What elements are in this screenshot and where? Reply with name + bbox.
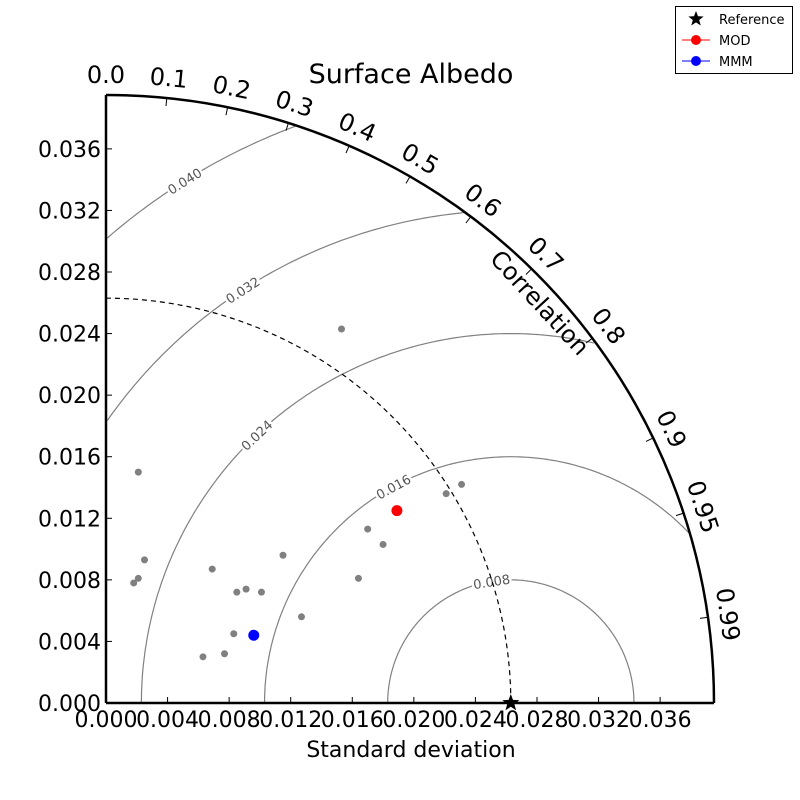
mmm-point-0 (248, 629, 260, 641)
axes: 0.0000.0000.0040.0040.0080.0080.0120.012… (38, 93, 716, 733)
x-tick-label-7: 0.028 (505, 708, 568, 733)
legend-marker-1 (691, 35, 701, 45)
reference-std-arc (105, 297, 512, 704)
corr-tick-mark-9 (645, 437, 654, 442)
y-tick-label-2: 0.008 (38, 569, 101, 594)
x-tick-label-3: 0.012 (259, 708, 322, 733)
corr-tick-mark-7 (525, 268, 532, 275)
corr-tick-mark-3 (285, 122, 289, 131)
x-tick-label-4: 0.016 (321, 708, 384, 733)
outer-arc (105, 93, 716, 704)
models-point-2 (134, 574, 142, 582)
legend-label-1: MOD (719, 34, 750, 49)
corr-tick-mark-2 (225, 107, 229, 116)
rms-contour-0 (387, 579, 635, 703)
models-point-5 (233, 588, 241, 596)
y-tick-label-0: 0.000 (38, 692, 101, 717)
corr-tick-mark-6 (465, 216, 472, 224)
models-point-9 (297, 613, 305, 621)
rms-contour-label-bg-0 (470, 569, 513, 593)
y-tick-label-9: 0.036 (38, 138, 101, 163)
data-points (130, 325, 520, 711)
y-tick-label-7: 0.028 (38, 261, 101, 286)
y-tick-label-4: 0.016 (38, 446, 101, 471)
corr-tick-mark-1 (165, 97, 168, 107)
x-tick-label-6: 0.024 (444, 708, 507, 733)
y-tick-label-5: 0.020 (38, 384, 101, 409)
corr-tick-label-5: 0.5 (396, 137, 443, 180)
corr-tick-label-2: 0.2 (210, 70, 253, 105)
x-tick-label-2: 0.008 (198, 708, 261, 733)
models-point-12 (221, 650, 229, 658)
x-tick-label-8: 0.032 (567, 708, 630, 733)
legend-marker-reference (688, 11, 704, 26)
models-point-3 (130, 579, 138, 587)
models-point-18 (458, 480, 466, 488)
x-tick-label-1: 0.004 (136, 708, 199, 733)
models-point-11 (199, 653, 207, 661)
corr-tick-mark-11 (699, 616, 708, 619)
models-point-17 (442, 490, 450, 498)
correlation-ticks: 0.0 0.1 0.2 0.30.40.50.60.70.80.90.950.99 (87, 61, 745, 643)
models-point-14 (354, 574, 362, 582)
corr-tick-mark-5 (405, 176, 411, 184)
y-tick-label-8: 0.032 (38, 199, 101, 224)
models-point-1 (140, 556, 148, 564)
legend: Reference MOD MMM (675, 6, 793, 74)
rms-contour-2 (140, 333, 595, 703)
rms-contour-label-bg-2 (235, 414, 277, 455)
rms-contour-1 (263, 456, 690, 704)
models-point-6 (242, 585, 250, 593)
models-point-7 (257, 588, 265, 596)
y-tick-label-1: 0.004 (38, 630, 101, 655)
corr-tick-label-1: 0.1 (148, 62, 189, 94)
models-point-13 (338, 325, 346, 333)
x-tick-label-5: 0.020 (382, 708, 445, 733)
mod-point-0 (391, 505, 403, 517)
corr-tick-label-3: 0.3 (272, 85, 317, 123)
rms-contour-3 (106, 212, 464, 421)
corr-tick-mark-8 (585, 337, 593, 344)
legend-marker-2 (691, 56, 701, 66)
corr-tick-label-11: 0.99 (710, 586, 745, 643)
legend-label-2: MMM (719, 55, 753, 70)
reference-std-dashed-arc (105, 297, 512, 704)
corr-tick-label-6: 0.6 (459, 178, 506, 223)
rms-contour-label-0: 0.008 (472, 573, 511, 594)
models-point-10 (230, 630, 238, 638)
corr-tick-label-0: 0.0 (87, 61, 125, 89)
models-point-8 (279, 551, 287, 559)
x-axis-label: Standard deviation (306, 738, 515, 763)
corr-tick-mark-10 (675, 512, 684, 517)
corr-tick-mark-4 (345, 145, 350, 154)
y-tick-label-6: 0.024 (38, 323, 101, 348)
rms-contour-label-bg-4 (162, 162, 206, 199)
rms-contour-4 (106, 125, 296, 239)
legend-label-0: Reference (719, 13, 784, 28)
x-tick-label-9: 0.036 (629, 708, 692, 733)
models-point-15 (364, 525, 372, 533)
x-tick-label-0: 0.000 (75, 708, 138, 733)
reference-point-0 (502, 694, 520, 711)
chart-title: Surface Albedo (309, 59, 514, 90)
rms-contour-label-bg-1 (371, 469, 415, 504)
models-point-0 (134, 468, 142, 476)
models-point-16 (379, 540, 387, 548)
y-tick-label-3: 0.012 (38, 507, 101, 532)
rms-contour-label-bg-3 (220, 271, 264, 308)
models-point-4 (208, 565, 216, 573)
